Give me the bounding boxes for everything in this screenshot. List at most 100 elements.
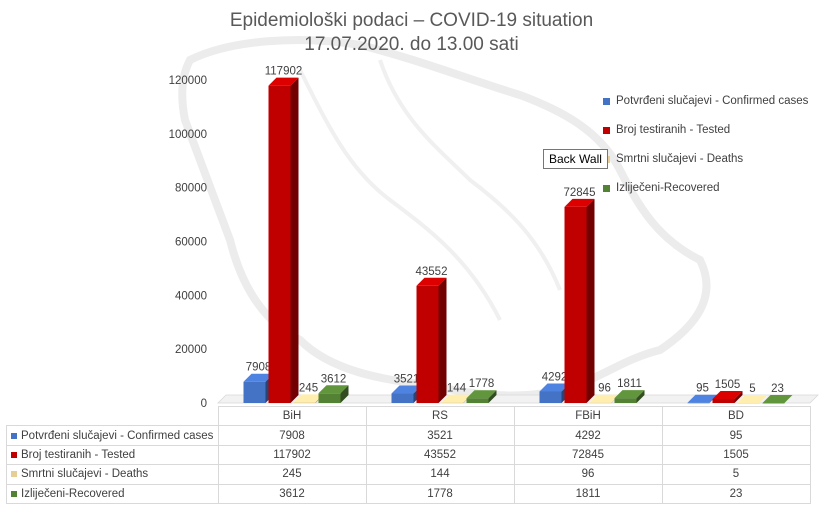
table-header-cell: BiH <box>217 405 367 427</box>
legend-label: Izliječeni-Recovered <box>616 182 720 194</box>
table-cell: 1505 <box>661 444 811 466</box>
data-label: 144 <box>447 383 467 395</box>
legend-label: Potvrđeni slučajevi - Confirmed cases <box>616 95 809 107</box>
bar <box>564 206 587 403</box>
bar-top <box>564 198 595 207</box>
table-row: Potvrđeni slučajevi - Confirmed cases 790… <box>6 425 811 446</box>
data-label: 245 <box>299 382 318 394</box>
table-row-header: Smrtni slučajevi - Deaths <box>6 464 219 485</box>
bar-top <box>416 277 447 286</box>
bar-side <box>734 390 743 403</box>
bar <box>687 402 710 404</box>
legend-swatch <box>603 126 610 134</box>
y-tick-label: 60000 <box>175 237 207 249</box>
legend-swatch <box>603 97 610 105</box>
table-row: Smrtni slučajevi - Deaths 245 144 96 5 <box>6 464 811 485</box>
chart-subtitle: 17.07.2020. do 13.00 sati <box>304 34 519 55</box>
legend-item: Potvrđeni slučajevi - Confirmed cases <box>603 95 808 107</box>
data-label: 117902 <box>265 66 303 78</box>
bar-top <box>318 385 349 394</box>
bar-top <box>268 77 299 86</box>
data-label: 3521 <box>394 374 420 386</box>
table-cell: 7908 <box>217 425 367 446</box>
data-label: 5 <box>749 383 755 395</box>
bar-top <box>466 390 497 399</box>
table-swatch <box>11 451 17 458</box>
table-row: Izliječeni-Recovered 3612 1778 1811 23 <box>6 483 811 504</box>
bar-side <box>488 390 497 403</box>
bar <box>762 402 785 404</box>
bar <box>318 393 341 403</box>
legend-item: Izliječeni-Recovered <box>603 182 720 194</box>
table-swatch <box>11 432 17 439</box>
data-label: 3612 <box>321 373 347 385</box>
y-tick-label: 20000 <box>175 344 207 356</box>
bar-side <box>290 77 299 403</box>
data-label: 1778 <box>469 378 495 390</box>
table-cell: 5 <box>661 464 811 485</box>
table-header-row: BiH RS FBiH BD <box>6 405 811 427</box>
table-corner <box>6 406 219 427</box>
data-label: 72845 <box>564 187 596 199</box>
bar-top <box>737 394 768 403</box>
bar <box>712 398 735 403</box>
table-cell: 72845 <box>513 444 663 466</box>
data-label: 95 <box>696 383 709 395</box>
table-row-header: Izliječeni-Recovered <box>6 483 219 504</box>
data-label: 7908 <box>246 362 272 374</box>
table-cell: 95 <box>661 425 811 446</box>
bar-top <box>762 394 793 403</box>
bar-side <box>759 394 768 403</box>
chart-title: Epidemiološki podaci – COVID-19 situatio… <box>229 10 594 31</box>
chart-floor <box>217 394 819 404</box>
legend-label: Broj testiranih - Tested <box>616 124 731 136</box>
table-cell: 117902 <box>217 444 367 466</box>
bar <box>391 393 414 403</box>
y-tick-label: 120000 <box>169 75 207 87</box>
bar-top <box>243 373 274 382</box>
legend-label: Smrtni slučajevi - Deaths <box>616 153 744 165</box>
back-wall-tooltip: Back Wall <box>543 149 608 169</box>
bar-side <box>784 394 793 403</box>
y-tick-label: 40000 <box>175 290 207 302</box>
bar-side <box>438 277 447 403</box>
legend-item: Broj testiranih - Tested <box>603 124 730 136</box>
table-header-cell: RS <box>365 405 515 427</box>
table-cell: 245 <box>217 464 367 485</box>
table-cell: 3612 <box>217 483 367 504</box>
data-label: 1505 <box>715 379 741 391</box>
table-row: Broj testiranih - Tested 117902 43552 72845… <box>6 444 811 466</box>
data-label: 23 <box>771 383 784 395</box>
bar-top <box>539 383 570 392</box>
data-label: 43552 <box>416 266 448 278</box>
bar <box>268 85 291 403</box>
legend-swatch <box>603 184 610 192</box>
table-row-header: Broj testiranih - Tested <box>6 444 219 466</box>
bar-top <box>614 390 645 399</box>
bar <box>416 285 439 403</box>
table-swatch <box>11 490 17 497</box>
bar-side <box>340 385 349 403</box>
table-header-cell: FBiH <box>513 405 663 427</box>
y-tick-label: 100000 <box>169 129 207 141</box>
table-cell: 144 <box>365 464 515 485</box>
legend-item: Smrtni slučajevi - Deaths <box>603 153 743 165</box>
bar-top <box>391 385 422 394</box>
table-cell: 3521 <box>365 425 515 446</box>
table-cell: 96 <box>513 464 663 485</box>
table-swatch <box>11 471 17 478</box>
data-label: 1811 <box>617 378 642 390</box>
table-row-header: Potvrđeni slučajevi - Confirmed cases <box>6 425 219 446</box>
bar <box>589 402 612 404</box>
table-cell: 4292 <box>513 425 663 446</box>
data-label: 4292 <box>542 371 568 383</box>
bar <box>441 402 464 404</box>
bar-top <box>687 394 718 403</box>
table-header-cell: BD <box>661 405 811 427</box>
table-cell: 43552 <box>365 444 515 466</box>
data-label: 96 <box>598 383 611 395</box>
bar-side <box>586 198 595 403</box>
